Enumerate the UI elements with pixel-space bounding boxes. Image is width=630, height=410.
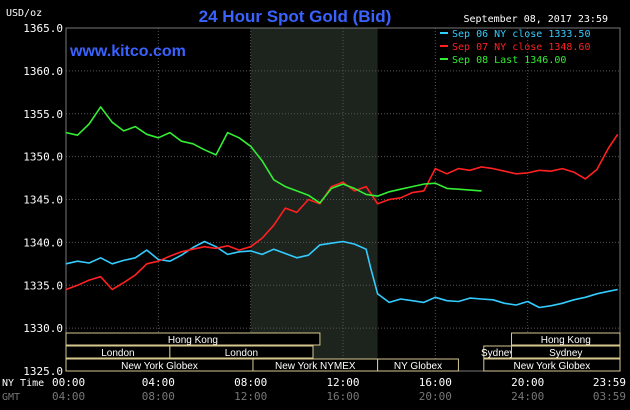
- session-bar: [169, 345, 314, 359]
- y-tick-label: 1340.0: [23, 236, 63, 249]
- x-tick-label: 20:00: [511, 376, 544, 389]
- series-line-sep-08: [65, 106, 482, 204]
- session-bar: [511, 332, 621, 346]
- date-label: September 08, 2017 23:59: [464, 14, 609, 25]
- session-label: London: [225, 348, 258, 359]
- session-label: Hong Kong: [168, 335, 218, 346]
- session-label: New York Globex: [121, 361, 198, 372]
- session-label: Sydney: [481, 348, 514, 359]
- watermark-url: www.kitco.com: [69, 43, 186, 60]
- y-tick-label: 1350.0: [23, 151, 63, 164]
- x-tick-label-gmt: 16:00: [326, 390, 359, 403]
- y-axis-label: USD/oz: [6, 8, 42, 19]
- session-label: Sydney: [549, 348, 582, 359]
- y-tick-label: 1365.0: [23, 22, 63, 35]
- legend-entry: Sep 06 NY close 1333.50: [452, 29, 590, 40]
- x-tick-label-gmt: 12:00: [234, 390, 267, 403]
- session-label: NY Globex: [394, 361, 442, 372]
- legend: Sep 06 NY close 1333.50 Sep 07 NY close 1…: [440, 29, 590, 66]
- y-tick-label: 1330.0: [23, 322, 63, 335]
- y-tick-label: 1345.0: [23, 194, 63, 207]
- chart-title: 24 Hour Spot Gold (Bid): [199, 7, 392, 26]
- session-label: New York Globex: [514, 361, 591, 372]
- x-tick-label: 04:00: [142, 376, 175, 389]
- y-tick-label: 1325.0: [23, 365, 63, 378]
- session-label: New York NYMEX: [275, 361, 356, 372]
- x-tick-label-gmt: 04:00: [52, 390, 85, 403]
- x-tick-label-gmt: 08:00: [142, 390, 175, 403]
- x-tick-label: 08:00: [234, 376, 267, 389]
- x-tick-label: 23:59: [593, 376, 626, 389]
- session-label: Hong Kong: [541, 335, 591, 346]
- session-label: London: [101, 348, 134, 359]
- gmt-label: GMT: [2, 392, 20, 403]
- ny-time-label: NY Time: [2, 378, 44, 389]
- x-tick-label: 16:00: [419, 376, 452, 389]
- session-bar: [483, 358, 621, 372]
- legend-entry: Sep 07 NY close 1348.60: [452, 42, 590, 53]
- y-tick-label: 1355.0: [23, 108, 63, 121]
- y-tick-label: 1360.0: [23, 65, 63, 78]
- x-tick-label: 12:00: [326, 376, 359, 389]
- x-tick-label-gmt: 20:00: [419, 390, 452, 403]
- series-line-sep-07: [65, 133, 619, 291]
- legend-entry: Sep 08 Last 1346.00: [452, 55, 566, 66]
- x-tick-label-gmt: 24:00: [511, 390, 544, 403]
- session-bar: [377, 358, 459, 372]
- session-bar: [511, 345, 621, 359]
- session-bar: [65, 332, 321, 346]
- x-tick-label: 00:00: [52, 376, 85, 389]
- x-tick-label-gmt: 03:59: [593, 390, 626, 403]
- y-tick-label: 1335.0: [23, 279, 63, 292]
